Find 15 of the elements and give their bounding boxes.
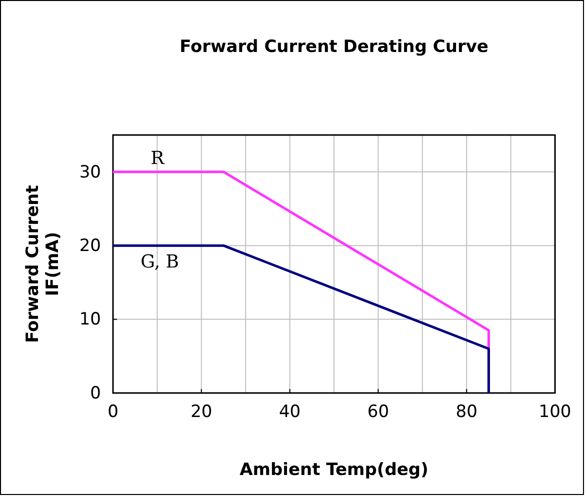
x-tick-label: 100: [538, 402, 572, 422]
series-label: G, B: [140, 252, 180, 273]
chart-title: Forward Current Derating Curve: [180, 37, 488, 57]
y-tick-label: 10: [79, 310, 101, 330]
x-axis-title: Ambient Temp(deg): [240, 460, 428, 480]
y-axis-title: Forward Current IF(mA): [23, 185, 63, 343]
y-tick-label: 0: [90, 383, 101, 404]
x-tick-label: 20: [190, 402, 212, 422]
x-tick-label: 40: [278, 402, 301, 422]
series-label: R: [150, 148, 165, 169]
x-tick-label: 80: [456, 402, 478, 422]
x-tick-label: 0: [108, 402, 118, 422]
y-tick-label: 30: [79, 162, 101, 182]
x-tick-label: 60: [367, 402, 390, 422]
y-tick-label: 20: [79, 236, 101, 256]
